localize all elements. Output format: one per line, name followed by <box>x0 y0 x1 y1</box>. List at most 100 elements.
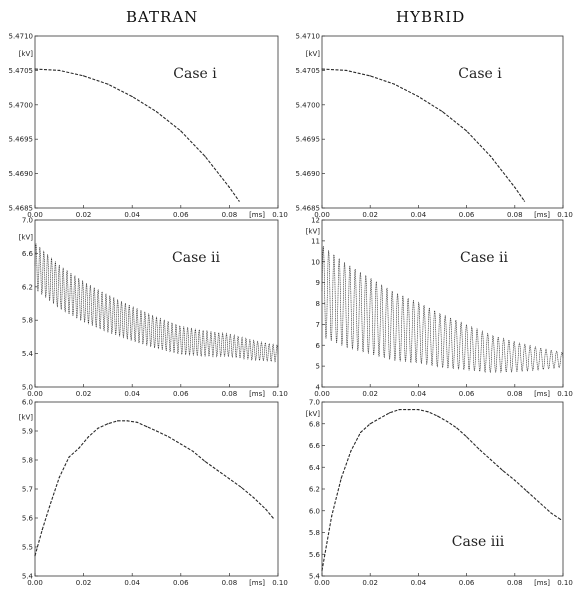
x-tick-label: 0.08 <box>222 390 238 398</box>
y-axis-unit: [kV] <box>19 50 34 58</box>
data-point <box>379 417 381 419</box>
y-tick-label: 5.5 <box>22 544 33 552</box>
x-tick-label: 0.06 <box>459 390 475 398</box>
data-point <box>83 75 85 77</box>
x-tick-label: 0.06 <box>459 211 475 219</box>
data-point <box>265 508 267 510</box>
series-line <box>34 420 274 556</box>
x-tick-label: 0.04 <box>124 211 140 219</box>
data-point <box>238 200 240 202</box>
y-tick-label: 5.4685 <box>296 205 321 213</box>
x-tick-label: 0.04 <box>124 390 140 398</box>
y-tick-label: 5.4 <box>22 350 34 358</box>
x-axis-unit: [ms] <box>534 579 550 587</box>
x-tick-label: 0.00 <box>314 211 330 219</box>
x-axis-unit: [ms] <box>249 211 265 219</box>
y-tick-label: 6 <box>316 342 321 350</box>
data-point <box>204 460 206 463</box>
data-point <box>388 412 391 414</box>
data-point <box>168 436 170 438</box>
chart-panel: 7.0 6.8 6.6 6.4 6.2 6.0 5.8 5.6 5.4 [kV] 0.00 0.02 0… <box>306 399 573 588</box>
data-point <box>408 409 410 411</box>
data-point <box>155 111 158 113</box>
y-axis-unit: [kV] <box>306 50 321 58</box>
y-tick-label: 5.6 <box>309 551 321 559</box>
chart-panel: 6.0 5.9 5.8 5.7 5.6 5.5 5.4 [kV] 0.00 0.02 0.04 0.0… <box>19 399 288 588</box>
data-point <box>126 420 128 422</box>
x-tick-label: 0.06 <box>173 579 189 587</box>
plot-frame <box>321 401 564 577</box>
data-point <box>180 130 182 132</box>
y-axis-unit: [kV] <box>19 234 34 242</box>
chart-panel: 5.4710 5.4705 5.4700 5.4695 5.4690 5.4685 [kV]… <box>296 33 573 220</box>
x-tick-label: 0.10 <box>557 211 573 219</box>
y-tick-label: 5.4690 <box>9 170 34 178</box>
y-tick-label: 5.7 <box>22 486 33 494</box>
data-point <box>136 421 138 423</box>
x-tick-label: 0.02 <box>76 390 92 398</box>
x-tick-label: 0.10 <box>272 390 288 398</box>
plot-frame <box>321 219 564 388</box>
series-line <box>321 409 561 571</box>
data-point <box>526 490 528 492</box>
data-point <box>369 75 371 77</box>
y-tick-label: 5.4700 <box>296 101 321 109</box>
data-point <box>340 477 342 479</box>
y-tick-label: 5.9 <box>22 428 33 436</box>
y-tick-label: 5.4705 <box>296 67 321 75</box>
y-tick-label: 6.2 <box>309 486 320 494</box>
y-tick-label: 7.0 <box>309 399 320 407</box>
y-tick-label: 5.4695 <box>9 136 34 144</box>
data-point <box>437 415 439 417</box>
y-tick-label: 5.4710 <box>296 33 321 41</box>
data-point <box>559 518 562 521</box>
x-tick-label: 0.04 <box>411 390 427 398</box>
y-tick-label: 5.4690 <box>296 170 321 178</box>
x-tick-label: 0.04 <box>411 579 427 587</box>
x-tick-label: 0.08 <box>507 390 523 398</box>
data-point <box>427 411 429 413</box>
data-point <box>514 186 516 188</box>
x-tick-label: 0.02 <box>362 579 378 587</box>
data-point <box>514 479 516 481</box>
x-tick-label: 0.06 <box>173 390 189 398</box>
case-label: Case i <box>173 66 217 82</box>
y-axis-unit: [kV] <box>19 414 34 422</box>
y-tick-label: 4 <box>316 384 321 392</box>
x-tick-label: 0.02 <box>76 211 92 219</box>
y-tick-label: 6.0 <box>309 507 320 515</box>
data-point <box>41 529 43 531</box>
x-axis-unit: [ms] <box>249 390 265 398</box>
case-label: Case iii <box>452 534 505 550</box>
x-tick-label: 0.08 <box>222 211 238 219</box>
y-tick-label: 5.8 <box>22 457 33 465</box>
x-tick-label: 0.10 <box>272 211 288 219</box>
data-point <box>523 200 526 202</box>
data-point <box>58 69 60 71</box>
x-tick-label: 0.02 <box>362 390 378 398</box>
data-point <box>331 515 333 517</box>
column-header-hybrid: HYBRID <box>396 8 466 26</box>
y-tick-label: 6.4 <box>309 464 321 472</box>
x-tick-label: 0.06 <box>459 579 475 587</box>
x-tick-label: 0.08 <box>507 579 523 587</box>
y-tick-label: 6.0 <box>22 399 33 407</box>
y-tick-label: 10 <box>311 258 320 266</box>
data-point <box>146 426 148 428</box>
y-tick-label: 5 <box>316 363 320 371</box>
y-tick-label: 5.4685 <box>9 205 34 213</box>
plot-frame <box>321 35 564 209</box>
y-tick-label: 11 <box>311 237 320 245</box>
data-point <box>228 186 230 188</box>
data-point <box>34 555 36 557</box>
y-tick-label: 5.4700 <box>9 101 34 109</box>
y-tick-label: 6.2 <box>22 283 33 291</box>
y-tick-label: 6.6 <box>22 250 34 258</box>
data-point <box>359 431 362 434</box>
data-point <box>107 83 109 85</box>
data-point <box>87 436 90 438</box>
series-line <box>321 246 564 374</box>
data-point <box>240 486 243 489</box>
data-point <box>398 409 400 411</box>
data-point <box>68 456 70 458</box>
